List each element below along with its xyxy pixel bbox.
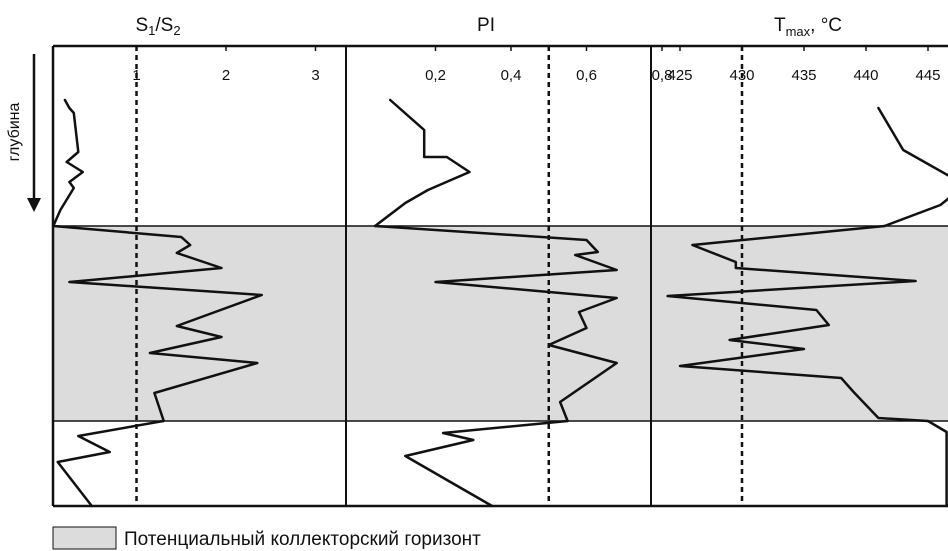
curve-pi-segment-1 [373, 98, 471, 228]
curve-tmax-segment-2 [666, 224, 930, 423]
curve-pi-segment-2 [373, 224, 618, 423]
panel-title-tmax: Tmax, °C [774, 15, 842, 39]
tick-label-pi: 0,2 [425, 67, 446, 84]
reservoir-zone [53, 226, 948, 421]
legend-label: Потенциальный коллекторский горизонт [124, 529, 481, 550]
tick-label-s1s2: 2 [222, 67, 230, 84]
curve-tmax-segment-3 [926, 419, 948, 508]
tick-label-pi: 0,8 [652, 67, 673, 84]
curve-s1s2-segment-1 [52, 98, 85, 228]
data-curves [52, 98, 948, 508]
depth-arrow-head [27, 198, 41, 212]
tick-label-s1s2: 3 [311, 67, 319, 84]
curve-s1s2-segment-2 [52, 224, 264, 423]
depth-axis-label: глубина [6, 102, 23, 161]
panel-frames [51, 44, 948, 508]
tick-label-tmax: 430 [729, 67, 754, 84]
curve-tmax-segment-1 [877, 106, 948, 228]
panel-title-pi: PI [477, 15, 495, 36]
legend-swatch [52, 526, 117, 550]
tick-label-pi: 0,4 [501, 67, 522, 84]
tick-label-s1s2: 1 [132, 67, 140, 84]
tick-label-tmax: 440 [853, 67, 878, 84]
curve-pi-segment-3 [404, 419, 569, 508]
curve-s1s2-segment-3 [56, 419, 165, 508]
panel-title-s1s2: S1/S2 [135, 15, 180, 38]
tick-label-tmax: 435 [791, 67, 816, 84]
tick-label-tmax: 425 [667, 67, 692, 84]
tick-label-tmax: 445 [915, 67, 940, 84]
tick-label-pi: 0,6 [576, 67, 597, 84]
